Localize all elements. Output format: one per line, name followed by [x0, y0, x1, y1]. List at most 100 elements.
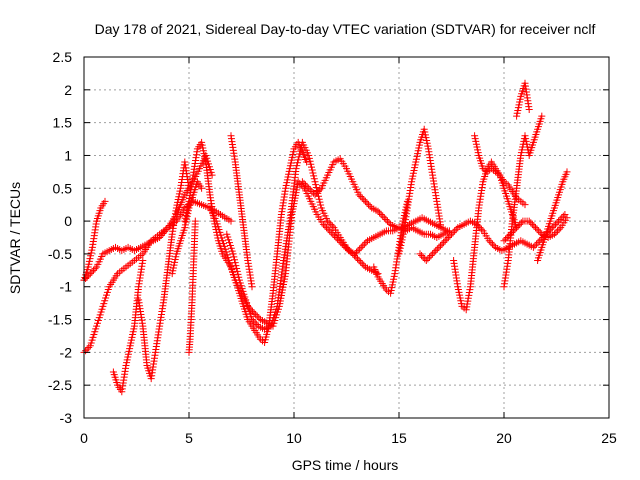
y-tick-label: -2.5: [48, 377, 72, 393]
data-point: [316, 186, 324, 194]
x-tick-label: 0: [80, 430, 88, 446]
data-point: [514, 222, 522, 230]
data-point: [357, 192, 365, 200]
data-point: [485, 237, 493, 245]
y-tick-label: 1.5: [53, 115, 73, 131]
data-point: [532, 224, 539, 232]
data-point: [208, 171, 216, 179]
data-point: [347, 248, 355, 256]
data-point: [321, 222, 329, 230]
data-point: [503, 234, 511, 241]
y-tick-label: -2: [60, 344, 73, 360]
data-point: [235, 273, 243, 281]
data-point: [323, 224, 331, 232]
data-point: [191, 217, 199, 225]
data-point: [361, 197, 369, 205]
data-point: [379, 212, 387, 220]
data-point: [488, 240, 496, 248]
data-point: [446, 232, 454, 240]
data-point: [536, 229, 544, 237]
data-point: [307, 160, 315, 168]
data-point: [380, 214, 388, 222]
data-point: [552, 229, 560, 237]
y-axis-label: SDTVAR / TECUs: [7, 182, 23, 294]
data-point: [344, 245, 352, 253]
data-point: [349, 250, 357, 258]
data-point: [366, 202, 374, 210]
data-point: [538, 112, 546, 120]
chart-title: Day 178 of 2021, Sidereal Day-to-day VTE…: [95, 21, 596, 37]
data-point: [302, 181, 310, 189]
y-tick-label: 0.5: [53, 180, 73, 196]
data-point: [360, 240, 368, 248]
data-point: [536, 237, 544, 245]
data-point: [377, 211, 385, 219]
data-point: [298, 178, 306, 186]
data-point: [357, 258, 365, 266]
data-point: [354, 247, 362, 255]
data-point: [556, 215, 564, 223]
data-point: [248, 316, 256, 324]
data-point: [198, 184, 206, 192]
data-point: [308, 188, 316, 196]
data-point: [509, 227, 517, 235]
data-point: [296, 150, 304, 158]
data-point: [511, 225, 519, 233]
data-point: [305, 151, 313, 159]
data-point: [433, 245, 441, 253]
data-point: [255, 314, 263, 322]
data-point: [88, 268, 96, 276]
data-point: [419, 253, 427, 261]
y-axis-ticks: -3 -2.5 -2 -1.5 -1 -0.5 0 0.5 1 1.5 2 2.5: [48, 49, 609, 426]
data-point: [360, 196, 368, 204]
data-point: [250, 317, 258, 325]
data-point: [465, 288, 473, 296]
data-point: [306, 157, 314, 165]
data-point: [303, 183, 311, 191]
data-point: [227, 217, 235, 225]
data-point: [516, 220, 524, 228]
data-point: [85, 271, 93, 279]
data-point: [500, 237, 508, 245]
data-point: [91, 265, 99, 273]
data-point: [315, 195, 323, 203]
data-point: [85, 343, 93, 351]
data-point: [312, 181, 320, 189]
data-point: [477, 225, 485, 233]
data-point: [416, 250, 424, 258]
data-point: [343, 243, 350, 251]
data-point: [425, 253, 433, 261]
data-point: [355, 256, 363, 264]
data-point: [229, 250, 237, 258]
data-point: [554, 227, 562, 235]
data-point: [441, 237, 449, 245]
data-point: [360, 261, 368, 269]
data-point: [305, 154, 313, 162]
data-point: [252, 311, 260, 319]
data-point: [305, 184, 313, 192]
data-point: [325, 219, 333, 227]
data-point: [363, 199, 371, 207]
data-point: [563, 168, 571, 176]
data-point: [313, 189, 321, 197]
data-point: [358, 260, 366, 268]
data-point: [294, 159, 301, 167]
data-point: [310, 175, 318, 183]
data-point: [383, 217, 391, 225]
plot-frame: [83, 56, 610, 419]
data-point: [551, 220, 559, 228]
data-point: [437, 224, 445, 232]
data-point: [528, 220, 536, 228]
data-point: [418, 252, 426, 260]
data-point: [548, 224, 556, 232]
data-point: [553, 219, 561, 227]
data-point: [306, 186, 314, 194]
data-point: [435, 243, 443, 251]
data-point: [462, 306, 470, 314]
y-tick-label: 2.5: [53, 49, 73, 65]
data-point: [531, 242, 539, 250]
data-point: [451, 227, 459, 235]
data-point: [452, 225, 460, 233]
data-point: [448, 230, 455, 238]
